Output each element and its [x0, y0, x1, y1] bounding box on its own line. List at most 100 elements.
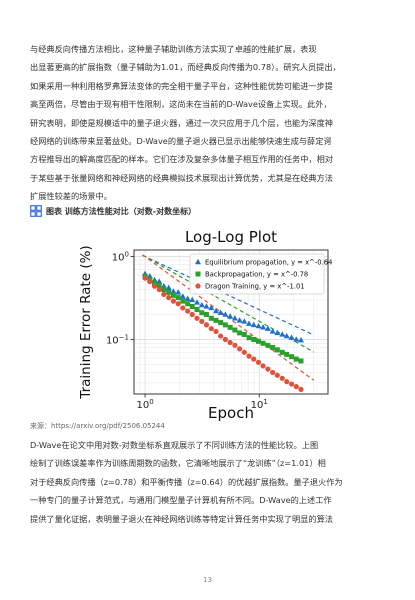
- plot-layer: [142, 254, 315, 392]
- data-point: [189, 303, 195, 309]
- data-point: [213, 328, 219, 335]
- fit-line: [142, 254, 314, 336]
- paragraph-bottom-line: 对于经典反向传播（z=0.78）和平衡传播（z=0.64）的优越扩展指数。量子退…: [30, 476, 343, 487]
- paragraph-bottom-line: 提供了量化证据，表明量子退火在神经网络训练等特定计算任务中实现了明显的算法: [30, 513, 333, 524]
- data-point: [270, 369, 276, 376]
- data-point: [218, 320, 224, 326]
- data-point: [231, 315, 238, 321]
- data-point: [203, 312, 209, 318]
- x-tick-label: 101: [251, 398, 268, 411]
- paragraph-top-line: 经网络的训练带来显著益处。D-Wave的量子退火器已显示出能够快速生成与薛定谔: [30, 136, 332, 147]
- data-point: [293, 384, 299, 390]
- data-point: [156, 278, 163, 284]
- data-point: [246, 335, 252, 341]
- paragraph-top-line: 于某些基于张量网络和神经网络的经典模拟技术展现出计算优势，尤其是在经典方法: [30, 172, 333, 183]
- data-point: [194, 299, 201, 305]
- data-point: [255, 359, 262, 365]
- data-point: [241, 331, 247, 337]
- data-point: [142, 275, 148, 281]
- x-tick-label: 100: [136, 398, 153, 411]
- chart-svg: 100 101 100 10−1 Log-Log Plot Epoch Training E…: [78, 228, 332, 422]
- paragraph-top-line: 如果采用一种利用格罗弗算法变体的完全相干量子平台，这种性能优势可能进一步提: [30, 80, 333, 91]
- grid-chart-icon: [30, 205, 42, 217]
- data-point: [194, 315, 200, 321]
- paragraph-bottom: D-Wave在论文中用对数-对数坐标系直观展示了不同训练方法的性能比较。上图 绘制…: [30, 436, 386, 528]
- data-point: [212, 307, 219, 314]
- data-point: [156, 286, 162, 293]
- data-point: [232, 327, 238, 333]
- data-point: [241, 349, 247, 355]
- data-point: [293, 356, 299, 362]
- data-point: [289, 354, 295, 360]
- paragraph-top-line: 与经典反向传播方法相比，这种量子辅助训练方法实现了卓越的性能扩展，表现: [30, 44, 317, 54]
- data-point: [217, 309, 224, 315]
- data-point: [289, 381, 295, 387]
- data-point: [246, 320, 253, 326]
- data-point: [152, 280, 158, 286]
- legend-marker: [195, 258, 201, 265]
- data-point: [288, 334, 295, 340]
- data-point: [260, 340, 266, 346]
- figure-heading: 图表 训练方法性能对比（对数-对数坐标）: [30, 204, 196, 218]
- data-point: [170, 288, 177, 294]
- x-axis-label: Epoch: [208, 404, 254, 422]
- data-point: [256, 338, 262, 344]
- data-point: [265, 342, 271, 348]
- data-point: [156, 282, 162, 288]
- data-point: [260, 363, 266, 369]
- y-axis-label: Training Error Rate (%): [78, 245, 94, 399]
- data-point: [208, 315, 214, 321]
- paragraph-top-line: 出显著更高的扩展指数（量子辅助为1.01，而经典反向传播为0.78）。研究人员提…: [30, 62, 341, 73]
- data-point: [184, 295, 191, 301]
- data-point: [165, 284, 172, 291]
- data-point: [222, 311, 229, 317]
- data-point: [284, 379, 290, 385]
- paragraph-bottom-line: 绘制了训练误差率作为训练周期数的函数，它清晰地展示了“龙训练”（z=1.01）相: [30, 458, 326, 469]
- data-point: [269, 328, 276, 334]
- data-point: [227, 313, 234, 319]
- data-point: [180, 298, 186, 304]
- chart-title: Log-Log Plot: [185, 228, 277, 246]
- data-point: [264, 325, 271, 331]
- data-point: [198, 301, 205, 308]
- data-point: [203, 322, 210, 328]
- data-point: [189, 311, 195, 318]
- data-point: [222, 336, 228, 343]
- data-point: [166, 289, 172, 295]
- paragraph-top-line: 高至两倍，尽管由于现有相干性限制，这尚未在当前的D-Wave设备上实现。此外，: [30, 99, 332, 110]
- data-point: [175, 301, 181, 307]
- data-point: [251, 356, 257, 362]
- data-point: [241, 318, 248, 324]
- data-point: [175, 295, 181, 301]
- source-caption: 来源：https://arxiv.org/pdf/2506.05244: [30, 422, 165, 430]
- data-point: [232, 342, 238, 348]
- data-point: [237, 330, 243, 336]
- figure-heading-text: 图表 训练方法性能对比（对数-对数坐标）: [46, 206, 197, 216]
- data-point: [147, 278, 153, 285]
- data-point: [237, 346, 243, 352]
- data-point: [185, 308, 191, 314]
- data-point: [194, 306, 200, 312]
- data-point: [222, 322, 228, 328]
- paragraph-bottom-line: 一种专门的量子计算范式，与通用门模型量子计算机有所不同。D-Wave的上述工作: [30, 495, 332, 506]
- data-point: [297, 337, 304, 343]
- data-point: [199, 310, 205, 316]
- data-point: [274, 372, 280, 378]
- legend-marker: [195, 271, 201, 277]
- data-point: [213, 317, 219, 323]
- data-point: [246, 353, 252, 359]
- data-point: [170, 298, 176, 304]
- data-point: [274, 347, 280, 353]
- data-point: [218, 333, 224, 339]
- legend-entry: Backpropagation, y = x^-0.78: [205, 271, 308, 279]
- paragraph-top: 与经典反向传播方法相比，这种量子辅助训练方法实现了卓越的性能扩展，表现出显著更高…: [30, 40, 386, 206]
- data-point: [293, 336, 300, 342]
- paragraph-top-line: 研究表明，即使是规模适中的量子退火器，通过一次只应用于几个层，也能为深度神: [30, 117, 333, 128]
- paragraph-top-line: 方程推导出的解高度匹配的样本。它们在涉及复杂多体量子相互作用的任务中，相对: [30, 154, 333, 165]
- legend-entry: Equilibrium propagation, y = x^-0.64: [205, 259, 332, 267]
- data-point: [208, 326, 214, 332]
- data-point: [298, 358, 304, 364]
- data-point: [185, 301, 191, 307]
- data-point: [251, 336, 257, 342]
- data-point: [255, 322, 262, 329]
